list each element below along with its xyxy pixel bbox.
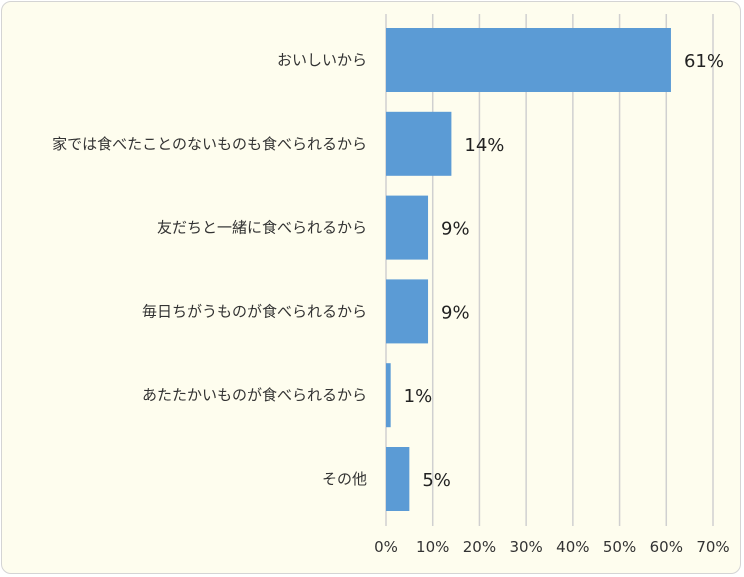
category-label: 家では食べたことのないものも食べられるから xyxy=(52,135,367,153)
value-labels: 61% 14% 9% 9% 1% 5% xyxy=(404,51,724,491)
data-label: 61% xyxy=(684,51,724,72)
x-tick-label: 20% xyxy=(463,538,496,556)
x-axis-ticks: 0% 10% 20% 30% 40% 50% 60% 70% xyxy=(374,538,730,556)
category-label: 毎日ちがうものが食べられるから xyxy=(142,302,367,320)
x-tick-label: 40% xyxy=(556,538,589,556)
data-label: 1% xyxy=(404,386,433,407)
bars xyxy=(386,28,671,511)
data-label: 9% xyxy=(441,219,470,240)
category-label: 友だちと一緒に食べられるから xyxy=(157,219,367,237)
bar xyxy=(386,111,452,176)
category-label: あたたかいものが食べられるから xyxy=(142,386,367,404)
x-tick-label: 0% xyxy=(374,538,398,556)
category-label: おいしいから xyxy=(277,51,367,69)
grid-lines xyxy=(385,14,714,526)
bar xyxy=(386,363,391,428)
x-tick-label: 30% xyxy=(509,538,542,556)
x-tick-label: 50% xyxy=(603,538,636,556)
x-tick-label: 60% xyxy=(650,538,683,556)
data-label: 5% xyxy=(422,470,451,491)
category-label: その他 xyxy=(322,470,367,488)
bar xyxy=(386,195,429,260)
bar xyxy=(386,447,410,511)
x-tick-label: 70% xyxy=(696,538,729,556)
category-labels: おいしいから家では食べたことのないものも食べられるから友だちと一緒に食べられるか… xyxy=(52,51,367,488)
data-label: 9% xyxy=(441,302,470,323)
bar xyxy=(386,28,671,92)
x-tick-label: 10% xyxy=(416,538,449,556)
bar xyxy=(386,279,429,344)
data-label: 14% xyxy=(464,135,504,156)
